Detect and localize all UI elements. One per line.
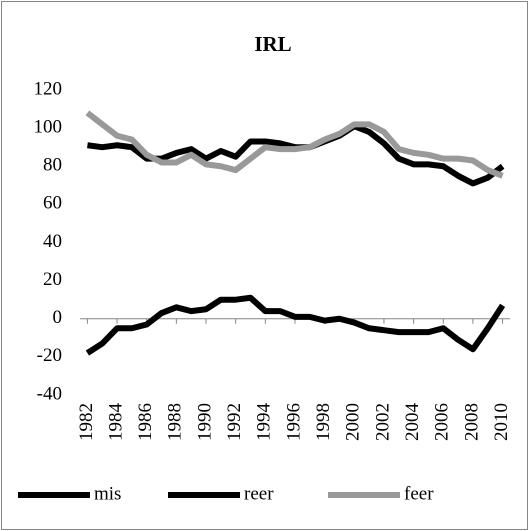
- x-tick-label: 1990: [194, 403, 215, 441]
- y-tick-label: 80: [43, 155, 62, 176]
- series-line: [85, 294, 506, 356]
- x-tick-label: 2004: [402, 403, 423, 442]
- x-tick-label: 1982: [76, 403, 97, 441]
- y-tick-label: 20: [43, 269, 62, 290]
- y-tick-label: 40: [43, 231, 62, 252]
- x-tick-label: 1988: [165, 403, 186, 441]
- y-tick-label: 100: [34, 116, 63, 137]
- x-tick-label: 2000: [343, 403, 364, 441]
- x-tick-label: 2006: [432, 403, 453, 441]
- chart-title: IRL: [254, 32, 291, 56]
- y-tick-label: 120: [34, 78, 63, 99]
- legend-label: reer: [244, 483, 274, 504]
- x-tick-label: 1986: [135, 403, 156, 441]
- x-tick-label: 2008: [461, 403, 482, 441]
- x-tick-label: 1998: [313, 403, 334, 441]
- series-line: [85, 110, 504, 179]
- y-tick-label: -40: [37, 383, 62, 404]
- x-tick-label: 2010: [491, 403, 512, 441]
- legend-label: mis: [94, 483, 121, 504]
- y-tick-label: -20: [37, 345, 62, 366]
- y-tick-label: 0: [53, 307, 63, 328]
- legend-label: feer: [404, 483, 434, 504]
- x-tick-label: 1992: [224, 403, 245, 441]
- x-tick-label: 2002: [372, 403, 393, 441]
- y-tick-label: 60: [43, 193, 62, 214]
- x-tick-label: 1994: [254, 403, 275, 442]
- x-tick-label: 1984: [105, 403, 126, 442]
- x-tick-label: 1996: [283, 403, 304, 441]
